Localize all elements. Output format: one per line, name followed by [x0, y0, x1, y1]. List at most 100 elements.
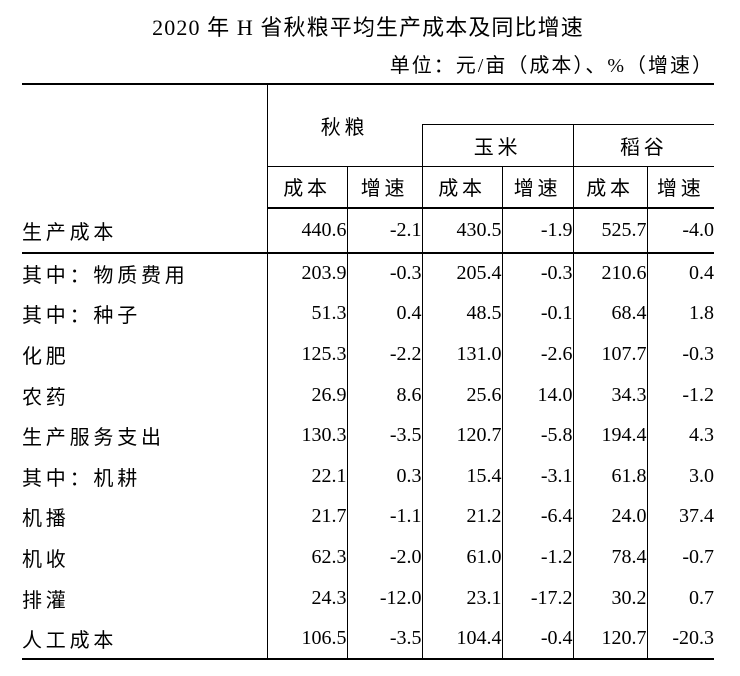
row-label: 农药: [22, 374, 268, 416]
cell-value: -0.1: [501, 293, 574, 335]
cost-table: 秋粮 玉米 稻谷 成本 增速 成本 增速 成本 增速 生产成本 440.6: [22, 83, 715, 660]
cell-value: -4.0: [646, 208, 715, 254]
table-row: 生产服务支出 130.3 -3.5 120.7 -5.8 194.4 4.3: [22, 415, 715, 456]
cell-value: -1.9: [501, 208, 574, 254]
table-row: 其中：物质费用 203.9 -0.3 205.4 -0.3 210.6 0.4: [22, 253, 715, 294]
cell-value: 1.8: [646, 293, 715, 335]
row-label: 其中：机耕: [22, 455, 268, 497]
cell-value: 25.6: [421, 374, 503, 416]
row-label: 排灌: [22, 577, 268, 619]
table-row: 其中：种子 51.3 0.4 48.5 -0.1 68.4 1.8: [22, 293, 715, 335]
cell-value: 21.7: [266, 496, 347, 538]
group-header-rice: 稻谷: [572, 124, 715, 167]
cell-value: 4.3: [646, 415, 715, 456]
cell-value: 0.3: [346, 455, 423, 497]
table-row: 玉米 稻谷: [22, 124, 715, 167]
cell-value: -5.8: [501, 415, 574, 456]
table-row: 其中：机耕 22.1 0.3 15.4 -3.1 61.8 3.0: [22, 455, 715, 497]
cell-value: -1.2: [501, 537, 574, 578]
cell-value: -0.3: [346, 253, 423, 294]
row-label: 人工成本: [22, 618, 268, 659]
cell-value: 21.2: [421, 496, 503, 538]
cell-value: 203.9: [266, 253, 347, 294]
cell-value: 37.4: [646, 496, 715, 538]
row-label: 生产成本: [22, 208, 268, 254]
col-header-cost: 成本: [266, 166, 347, 209]
cell-value: 104.4: [421, 618, 503, 659]
col-header-cost: 成本: [421, 166, 503, 209]
cell-value: -0.7: [646, 537, 715, 578]
row-label: 其中：物质费用: [22, 253, 268, 294]
cell-value: 430.5: [421, 208, 503, 254]
cell-value: 78.4: [572, 537, 648, 578]
cell-value: 61.8: [572, 455, 648, 497]
table-row: 成本 增速 成本 增速 成本 增速: [22, 166, 715, 209]
cell-value: 61.0: [421, 537, 503, 578]
cell-value: 23.1: [421, 577, 503, 619]
col-header-growth: 增速: [346, 166, 423, 209]
table-row: 机播 21.7 -1.1 21.2 -6.4 24.0 37.4: [22, 496, 715, 538]
cell-value: -2.0: [346, 537, 423, 578]
cell-value: 24.0: [572, 496, 648, 538]
group-header-autumn-grain: 秋粮: [267, 84, 423, 167]
cell-value: 120.7: [572, 618, 648, 659]
table-row: 农药 26.9 8.6 25.6 14.0 34.3 -1.2: [22, 374, 715, 416]
corner-cell: [22, 84, 268, 208]
header-spacer: [422, 84, 715, 125]
table-row: 机收 62.3 -2.0 61.0 -1.2 78.4 -0.7: [22, 537, 715, 578]
col-header-cost: 成本: [572, 166, 648, 209]
table-row: 人工成本 106.5 -3.5 104.4 -0.4 120.7 -20.3: [22, 618, 715, 659]
row-label: 机收: [22, 537, 268, 578]
cell-value: 22.1: [266, 455, 347, 497]
row-label: 机播: [22, 496, 268, 538]
cell-value: 210.6: [572, 253, 648, 294]
cell-value: 30.2: [572, 577, 648, 619]
cell-value: 0.4: [646, 253, 715, 294]
cell-value: -12.0: [346, 577, 423, 619]
table-row: 化肥 125.3 -2.2 131.0 -2.6 107.7 -0.3: [22, 334, 715, 375]
cell-value: -17.2: [501, 577, 574, 619]
cell-value: 120.7: [421, 415, 503, 456]
page-title: 2020 年 H 省秋粮平均生产成本及同比增速: [152, 15, 584, 40]
cell-value: 15.4: [421, 455, 503, 497]
table-row: 秋粮: [22, 84, 715, 208]
row-label: 化肥: [22, 334, 268, 375]
cell-value: 48.5: [421, 293, 503, 335]
cell-value: 51.3: [266, 293, 347, 335]
cell-value: -1.1: [346, 496, 423, 538]
cell-value: 3.0: [646, 455, 715, 497]
row-label: 其中：种子: [22, 293, 268, 335]
cell-value: -3.5: [346, 618, 423, 659]
cell-value: 34.3: [572, 374, 648, 416]
cell-value: -6.4: [501, 496, 574, 538]
cell-value: 107.7: [572, 334, 648, 375]
cell-value: 26.9: [266, 374, 347, 416]
cell-value: 8.6: [346, 374, 423, 416]
col-header-growth: 增速: [646, 166, 715, 209]
cell-value: 14.0: [501, 374, 574, 416]
cell-value: 62.3: [266, 537, 347, 578]
cell-value: -2.6: [501, 334, 574, 375]
cell-value: -3.5: [346, 415, 423, 456]
cell-value: 131.0: [421, 334, 503, 375]
table-row: 排灌 24.3 -12.0 23.1 -17.2 30.2 0.7: [22, 577, 715, 619]
cell-value: -2.1: [346, 208, 423, 254]
cell-value: 525.7: [572, 208, 648, 254]
cell-value: 440.6: [266, 208, 347, 254]
cell-value: -0.3: [646, 334, 715, 375]
cell-value: 125.3: [266, 334, 347, 375]
table-row: 生产成本 440.6 -2.1 430.5 -1.9 525.7 -4.0: [22, 208, 715, 254]
cell-value: -0.4: [501, 618, 574, 659]
cell-value: 194.4: [572, 415, 648, 456]
cell-value: 205.4: [421, 253, 503, 294]
cell-value: -3.1: [501, 455, 574, 497]
cell-value: 24.3: [266, 577, 347, 619]
group-header-corn: 玉米: [421, 124, 574, 167]
cell-value: 0.7: [646, 577, 715, 619]
row-label: 生产服务支出: [22, 415, 268, 456]
cell-value: -0.3: [501, 253, 574, 294]
unit-note: 单位：元/亩（成本）、%（增速）: [389, 55, 714, 77]
cell-value: -2.2: [346, 334, 423, 375]
cell-value: 106.5: [266, 618, 347, 659]
